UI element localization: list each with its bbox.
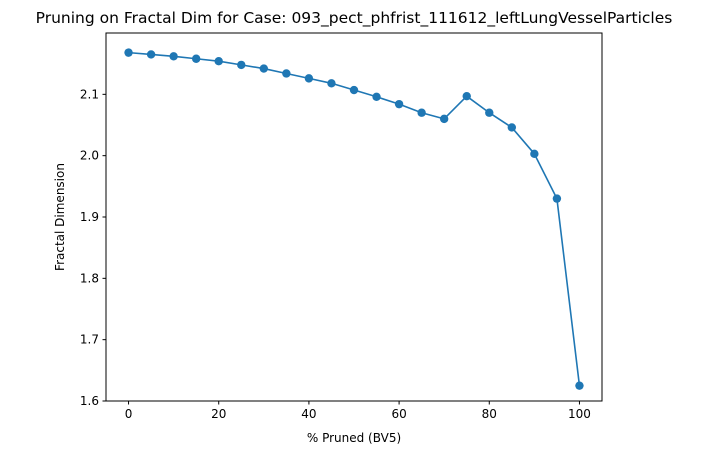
data-point <box>259 64 269 73</box>
data-point <box>237 60 246 70</box>
y-axis-label: Fractal Dimension <box>53 163 67 271</box>
data-point <box>439 114 449 124</box>
data-point <box>191 54 201 63</box>
y-tick-label: 2.1 <box>80 87 99 101</box>
y-tick-label: 1.7 <box>80 333 99 347</box>
y-tick-label: 1.9 <box>80 210 99 224</box>
x-tick-label: 0 <box>125 407 133 421</box>
data-point <box>394 99 404 109</box>
data-point <box>575 381 584 390</box>
data-point <box>169 52 178 61</box>
data-point <box>349 85 359 95</box>
y-axis-ticks: 1.6 1.7 1.8 1.9 2.0 2.1 <box>80 87 106 408</box>
data-point <box>282 69 291 78</box>
data-point <box>304 74 314 83</box>
data-point <box>552 194 562 203</box>
data-point <box>417 108 426 117</box>
data-point <box>327 79 336 88</box>
y-tick-label: 1.6 <box>80 394 99 408</box>
data-point <box>146 50 156 59</box>
data-point <box>462 91 471 101</box>
x-tick-label: 60 <box>391 407 406 421</box>
x-tick-label: 40 <box>301 407 316 421</box>
series-group <box>124 48 584 390</box>
x-axis-label: % Pruned (BV5) <box>307 431 401 445</box>
data-point <box>124 48 133 57</box>
chart-title: Pruning on Fractal Dim for Case: 093_pec… <box>36 9 673 28</box>
x-tick-label: 20 <box>211 407 226 421</box>
x-axis-ticks: 0 20 40 60 80 100 <box>125 401 591 421</box>
data-point <box>372 92 381 101</box>
data-point <box>214 57 223 66</box>
plot-frame <box>105 32 603 402</box>
y-tick-label: 1.8 <box>80 271 99 285</box>
data-point <box>507 123 517 132</box>
y-tick-label: 2.0 <box>80 149 99 163</box>
series-line <box>128 51 581 386</box>
data-point <box>530 149 539 159</box>
x-tick-label: 100 <box>568 407 591 421</box>
data-point <box>485 108 494 117</box>
x-tick-label: 80 <box>482 407 497 421</box>
